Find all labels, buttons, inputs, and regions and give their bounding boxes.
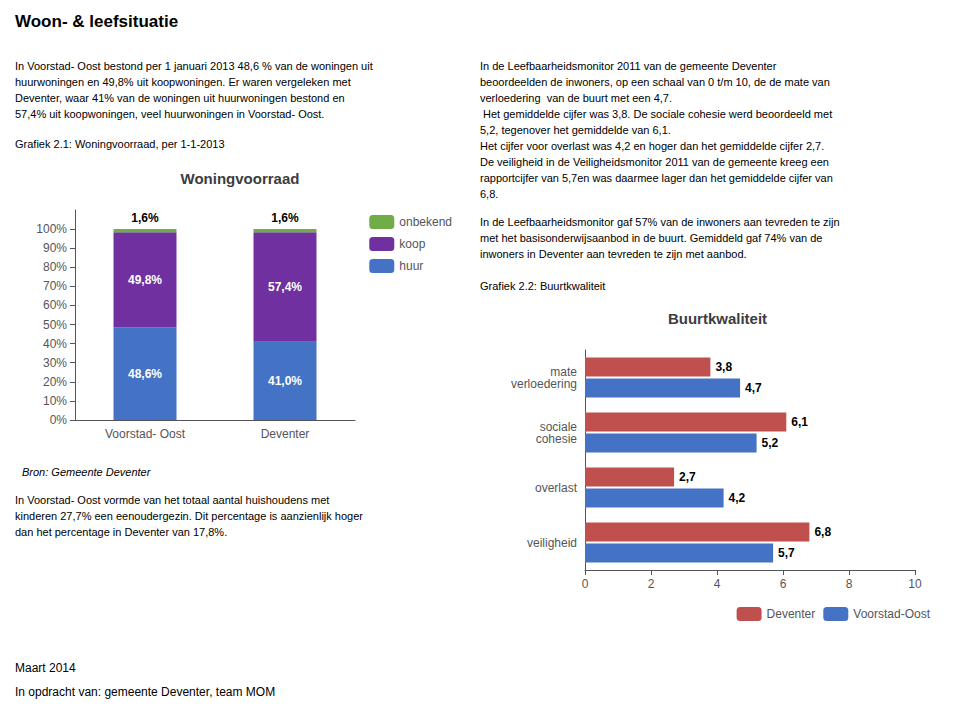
svg-text:Deventer: Deventer (767, 607, 816, 621)
svg-text:6: 6 (780, 577, 787, 591)
svg-text:48,6%: 48,6% (128, 367, 162, 381)
svg-text:80%: 80% (43, 260, 67, 274)
svg-text:verloedering: verloedering (511, 377, 577, 391)
svg-text:100%: 100% (36, 222, 67, 236)
svg-text:30%: 30% (43, 356, 67, 370)
html-text:Grafiek 2.1: Woningvoorraad, p: Grafiek 2.1: Woningvoorraad, per 1-1-201… (15, 138, 225, 150)
svg-text:2: 2 (648, 577, 655, 591)
html-text:Maart 2014: Maart 2014 (15, 661, 76, 675)
svg-text:10: 10 (908, 577, 922, 591)
svg-text:Woningvoorraad: Woningvoorraad (181, 170, 300, 187)
svg-text:onbekend: onbekend (399, 215, 452, 229)
html-text:Bron: Gemeente Deventer: Bron: Gemeente Deventer (22, 466, 151, 478)
svg-text:6,1: 6,1 (791, 415, 808, 429)
svg-text:mate: mate (550, 364, 577, 379)
html-text:In Voorstad- Oost vormde van h: In Voorstad- Oost vormde van het totaal … (15, 494, 363, 538)
svg-text:sociale: sociale (539, 419, 577, 434)
svg-text:huur: huur (399, 259, 423, 273)
svg-text:4,2: 4,2 (729, 491, 746, 505)
svg-text:20%: 20% (43, 375, 67, 389)
svg-text:90%: 90% (43, 241, 67, 255)
svg-text:60%: 60% (43, 298, 67, 312)
svg-text:Voorstad-Oost: Voorstad-Oost (853, 607, 930, 621)
svg-text:1,6%: 1,6% (131, 211, 159, 225)
svg-text:cohesie: cohesie (536, 432, 578, 446)
html-text:In de Leefbaarheidsmonitor 201: In de Leefbaarheidsmonitor 2011 van de g… (480, 60, 833, 200)
svg-text:4,7: 4,7 (745, 381, 762, 395)
svg-text:41,0%: 41,0% (268, 374, 302, 388)
svg-text:5,7: 5,7 (778, 546, 795, 560)
html-text:Grafiek 2.2: Buurtkwaliteit: Grafiek 2.2: Buurtkwaliteit (480, 280, 606, 292)
svg-text:5,2: 5,2 (762, 436, 779, 450)
svg-text:0: 0 (582, 577, 589, 591)
svg-text:0%: 0% (50, 413, 68, 427)
svg-text:veiligheid: veiligheid (527, 536, 577, 550)
svg-text:2,7: 2,7 (679, 470, 696, 484)
svg-text:70%: 70% (43, 279, 67, 293)
svg-text:8: 8 (846, 577, 853, 591)
html-text:In de Leefbaarheidsmonitor gaf: In de Leefbaarheidsmonitor gaf 57% van d… (480, 216, 840, 260)
svg-text:50%: 50% (43, 318, 67, 332)
html-text:Woon- & leefsituatie: Woon- & leefsituatie (15, 12, 179, 31)
svg-text:Buurtkwaliteit: Buurtkwaliteit (668, 310, 767, 327)
svg-text:3,8: 3,8 (715, 360, 732, 374)
svg-text:49,8%: 49,8% (128, 273, 162, 287)
svg-text:57,4%: 57,4% (268, 280, 302, 294)
svg-text:Voorstad- Oost: Voorstad- Oost (105, 427, 186, 441)
svg-text:Deventer: Deventer (261, 427, 310, 441)
html-text:In opdracht van: gemeente Deve: In opdracht van: gemeente Deventer, team… (15, 685, 276, 699)
svg-text:10%: 10% (43, 394, 67, 408)
svg-text:koop: koop (399, 237, 425, 251)
svg-text:4: 4 (714, 577, 721, 591)
svg-text:1,6%: 1,6% (271, 211, 299, 225)
html-text:In Voorstad- Oost bestond per: In Voorstad- Oost bestond per 1 januari … (15, 60, 373, 120)
svg-text:overlast: overlast (535, 481, 578, 495)
svg-text:6,8: 6,8 (814, 525, 831, 539)
svg-text:40%: 40% (43, 337, 67, 351)
